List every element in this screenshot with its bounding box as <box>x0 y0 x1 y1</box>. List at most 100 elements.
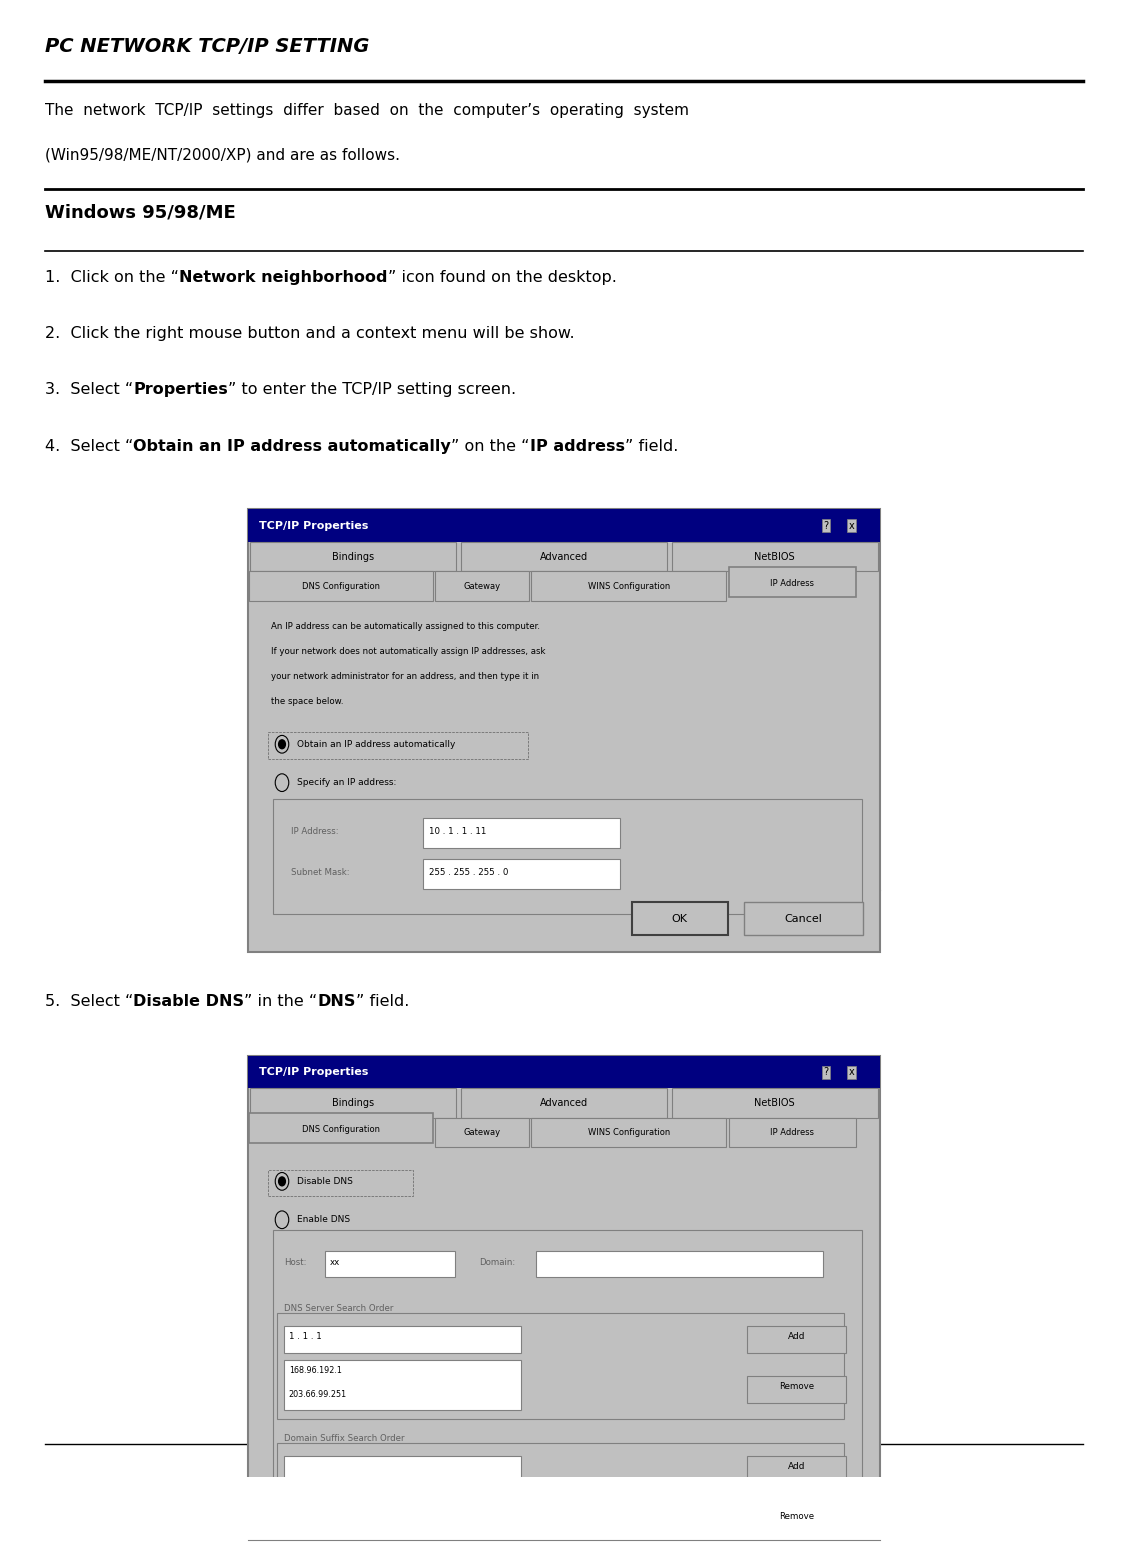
FancyBboxPatch shape <box>273 798 862 913</box>
FancyBboxPatch shape <box>729 1117 856 1147</box>
Text: Add: Add <box>787 1463 805 1470</box>
Text: ” icon found on the desktop.: ” icon found on the desktop. <box>388 271 617 285</box>
Text: ” field.: ” field. <box>356 994 409 1008</box>
Text: Obtain an IP address automatically: Obtain an IP address automatically <box>133 439 451 454</box>
Text: 2.  Click the right mouse button and a context menu will be show.: 2. Click the right mouse button and a co… <box>45 327 575 341</box>
Text: Domain Suffix Search Order: Domain Suffix Search Order <box>284 1435 405 1442</box>
Text: DNS: DNS <box>318 994 356 1008</box>
FancyBboxPatch shape <box>536 1251 823 1277</box>
FancyBboxPatch shape <box>744 1551 863 1556</box>
FancyBboxPatch shape <box>249 571 433 601</box>
FancyBboxPatch shape <box>747 1506 846 1533</box>
FancyBboxPatch shape <box>249 1114 433 1144</box>
Text: Domain:: Domain: <box>479 1259 515 1267</box>
FancyBboxPatch shape <box>277 1442 844 1550</box>
Text: Windows 95/98/ME: Windows 95/98/ME <box>45 204 236 223</box>
FancyBboxPatch shape <box>747 1456 846 1483</box>
FancyBboxPatch shape <box>531 1117 726 1147</box>
Text: NetBIOS: NetBIOS <box>755 552 795 562</box>
Text: 255 . 255 . 255 . 0: 255 . 255 . 255 . 0 <box>429 868 508 878</box>
FancyBboxPatch shape <box>284 1456 521 1483</box>
Text: PC NETWORK TCP/IP SETTING: PC NETWORK TCP/IP SETTING <box>45 37 370 56</box>
Circle shape <box>279 1176 285 1186</box>
Text: Enable DNS: Enable DNS <box>297 1215 350 1225</box>
Text: Host:: Host: <box>284 1259 307 1267</box>
Text: 5.  Select “: 5. Select “ <box>45 994 133 1008</box>
Text: Bindings: Bindings <box>333 1099 374 1108</box>
FancyBboxPatch shape <box>747 1326 846 1352</box>
Text: x: x <box>848 521 855 531</box>
FancyBboxPatch shape <box>744 902 863 935</box>
Text: Gateway: Gateway <box>464 1128 501 1137</box>
FancyBboxPatch shape <box>248 509 880 541</box>
FancyBboxPatch shape <box>671 1088 878 1117</box>
FancyBboxPatch shape <box>284 1491 521 1540</box>
Text: TCP/IP Properties: TCP/IP Properties <box>259 521 369 531</box>
FancyBboxPatch shape <box>729 566 856 596</box>
FancyBboxPatch shape <box>423 859 620 888</box>
FancyBboxPatch shape <box>671 541 878 571</box>
Text: the space below.: the space below. <box>271 697 343 706</box>
Text: If your network does not automatically assign IP addresses, ask: If your network does not automatically a… <box>271 647 545 655</box>
FancyBboxPatch shape <box>632 902 728 935</box>
Text: DNS Configuration: DNS Configuration <box>302 1125 380 1134</box>
Text: 10 . 1 . 1 . 11: 10 . 1 . 1 . 11 <box>429 826 486 836</box>
FancyBboxPatch shape <box>747 1377 846 1404</box>
Text: An IP address can be automatically assigned to this computer.: An IP address can be automatically assig… <box>271 622 539 630</box>
Text: Remove: Remove <box>778 1512 814 1522</box>
Text: DNS Server Search Order: DNS Server Search Order <box>284 1304 394 1313</box>
Text: DNS Configuration: DNS Configuration <box>302 582 380 591</box>
FancyBboxPatch shape <box>435 1117 529 1147</box>
Text: Advanced: Advanced <box>540 1099 588 1108</box>
FancyBboxPatch shape <box>461 1088 667 1117</box>
FancyBboxPatch shape <box>531 571 726 601</box>
Text: ?: ? <box>823 1067 828 1077</box>
Text: WINS Configuration: WINS Configuration <box>588 582 670 591</box>
Text: xx: xx <box>329 1259 340 1267</box>
Text: ” in the “: ” in the “ <box>245 994 318 1008</box>
Text: 4.  Select “: 4. Select “ <box>45 439 133 454</box>
FancyBboxPatch shape <box>273 1231 862 1537</box>
Text: OK: OK <box>671 913 688 924</box>
Text: (Win95/98/ME/NT/2000/XP) and are as follows.: (Win95/98/ME/NT/2000/XP) and are as foll… <box>45 148 400 163</box>
Text: 203.66.99.251: 203.66.99.251 <box>289 1390 347 1399</box>
Circle shape <box>279 739 285 748</box>
Text: Specify an IP address:: Specify an IP address: <box>297 778 396 787</box>
FancyBboxPatch shape <box>423 818 620 848</box>
Text: TCP/IP Properties: TCP/IP Properties <box>259 1067 369 1077</box>
Text: 1 . 1 . 1: 1 . 1 . 1 <box>289 1332 321 1341</box>
FancyBboxPatch shape <box>248 1057 880 1556</box>
Text: Bindings: Bindings <box>333 552 374 562</box>
Text: Obtain an IP address automatically: Obtain an IP address automatically <box>297 739 455 748</box>
Text: IP Address: IP Address <box>770 579 814 588</box>
Text: Properties: Properties <box>133 383 228 397</box>
Text: Remove: Remove <box>778 1382 814 1391</box>
Text: Network neighborhood: Network neighborhood <box>179 271 388 285</box>
Text: your network administrator for an address, and then type it in: your network administrator for an addres… <box>271 672 539 682</box>
Text: ?: ? <box>823 521 828 531</box>
Text: 3.  Select “: 3. Select “ <box>45 383 133 397</box>
FancyBboxPatch shape <box>277 1313 844 1419</box>
FancyBboxPatch shape <box>632 1551 728 1556</box>
Text: Disable DNS: Disable DNS <box>297 1176 353 1186</box>
FancyBboxPatch shape <box>435 571 529 601</box>
Text: 1.  Click on the “: 1. Click on the “ <box>45 271 179 285</box>
FancyBboxPatch shape <box>250 541 457 571</box>
Text: WINS Configuration: WINS Configuration <box>588 1128 670 1137</box>
Text: ” to enter the TCP/IP setting screen.: ” to enter the TCP/IP setting screen. <box>228 383 517 397</box>
Text: Disable DNS: Disable DNS <box>133 994 245 1008</box>
Text: Add: Add <box>787 1332 805 1341</box>
FancyBboxPatch shape <box>250 1088 457 1117</box>
Text: IP address: IP address <box>530 439 625 454</box>
Text: IP Address: IP Address <box>770 1128 814 1137</box>
Text: x: x <box>848 1067 855 1077</box>
FancyBboxPatch shape <box>248 509 880 952</box>
Text: 168.96.192.1: 168.96.192.1 <box>289 1366 342 1376</box>
FancyBboxPatch shape <box>248 1057 880 1088</box>
Text: Gateway: Gateway <box>464 582 501 591</box>
FancyBboxPatch shape <box>461 541 667 571</box>
Text: ” on the “: ” on the “ <box>451 439 530 454</box>
Text: Advanced: Advanced <box>540 552 588 562</box>
Text: ” field.: ” field. <box>625 439 678 454</box>
FancyBboxPatch shape <box>284 1326 521 1352</box>
